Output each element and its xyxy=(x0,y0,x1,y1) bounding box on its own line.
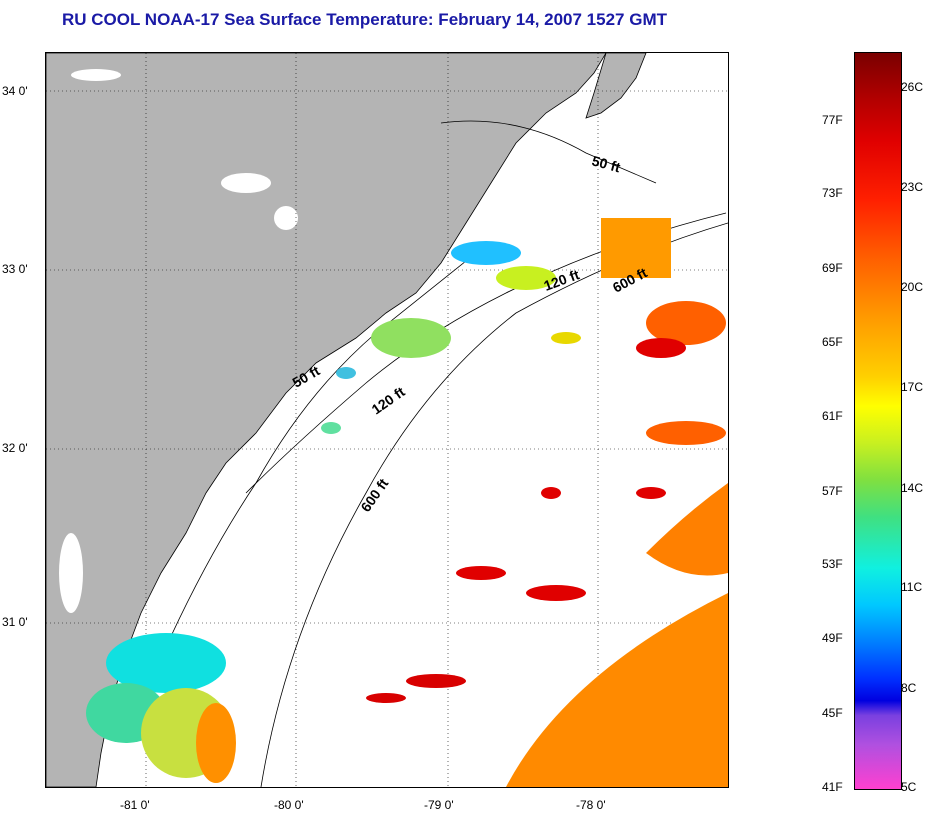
sst-patch xyxy=(496,266,556,290)
lon-label-79: -79 0' xyxy=(424,798,454,812)
colorbar-f-label: 53F xyxy=(822,557,843,571)
sst-patch xyxy=(601,218,671,278)
colorbar-c-label: 8C xyxy=(901,681,917,695)
lon-label-78: -78 0' xyxy=(576,798,606,812)
colorbar-f-label: 69F xyxy=(822,261,843,275)
colorbar-c-label: 5C xyxy=(901,780,917,794)
cloud-patch xyxy=(59,533,83,613)
cloud-patch xyxy=(274,206,298,230)
lon-label-81: -81 0' xyxy=(120,798,150,812)
sst-patch xyxy=(406,674,466,688)
sst-patch xyxy=(526,585,586,601)
sst-patch xyxy=(636,487,666,499)
colorbar-c-label: 14C xyxy=(901,481,924,495)
sst-patch xyxy=(646,301,726,345)
sst-patch xyxy=(456,566,506,580)
sst-patch xyxy=(366,693,406,703)
lat-label-32: 32 0' xyxy=(2,441,28,455)
depth-label-50ft-north: 50 ft xyxy=(590,152,622,175)
sst-patch xyxy=(551,332,581,344)
colorbar-c-label: 23C xyxy=(901,180,924,194)
colorbar-c-label: 17C xyxy=(901,380,924,394)
isobath-50ft xyxy=(145,120,657,694)
colorbar-f-label: 45F xyxy=(822,706,843,720)
colorbar-f-label: 41F xyxy=(822,780,843,794)
sst-patch xyxy=(541,487,561,499)
map-canvas: 50 ft 120 ft 600 ft 50 ft 120 ft 600 ft xyxy=(46,53,728,787)
sst-patch xyxy=(451,241,521,265)
map-title: RU COOL NOAA-17 Sea Surface Temperature:… xyxy=(62,10,667,29)
land-northeast xyxy=(585,53,647,119)
lat-label-33: 33 0' xyxy=(2,262,28,276)
depth-label-600ft-south: 600 ft xyxy=(357,475,391,514)
sst-patch xyxy=(506,593,728,787)
sst-patch xyxy=(646,483,728,576)
lat-label-34: 34 0' xyxy=(2,84,28,98)
depth-label-120ft-south: 120 ft xyxy=(369,383,408,417)
sst-map: 50 ft 120 ft 600 ft 50 ft 120 ft 600 ft xyxy=(45,52,729,788)
sst-patch xyxy=(371,318,451,358)
colorbar-f-label: 73F xyxy=(822,186,843,200)
colorbar-f-label: 57F xyxy=(822,484,843,498)
sst-patch xyxy=(636,338,686,358)
sst-patch xyxy=(336,367,356,379)
sst-patch xyxy=(196,703,236,783)
temperature-colorbar xyxy=(854,52,902,790)
cloud-patch xyxy=(221,173,271,193)
colorbar-f-label: 77F xyxy=(822,113,843,127)
lat-label-31: 31 0' xyxy=(2,615,28,629)
colorbar-c-label: 26C xyxy=(901,80,924,94)
colorbar-f-label: 65F xyxy=(822,335,843,349)
sst-patch xyxy=(646,421,726,445)
sst-patch xyxy=(321,422,341,434)
colorbar-f-label: 61F xyxy=(822,409,843,423)
lon-label-80: -80 0' xyxy=(274,798,304,812)
colorbar-f-label: 49F xyxy=(822,631,843,645)
colorbar-c-label: 11C xyxy=(901,580,923,594)
colorbar-c-label: 20C xyxy=(901,280,924,294)
sst-patches xyxy=(86,218,728,787)
cloud-patch xyxy=(71,69,121,81)
sst-patch xyxy=(106,633,226,693)
